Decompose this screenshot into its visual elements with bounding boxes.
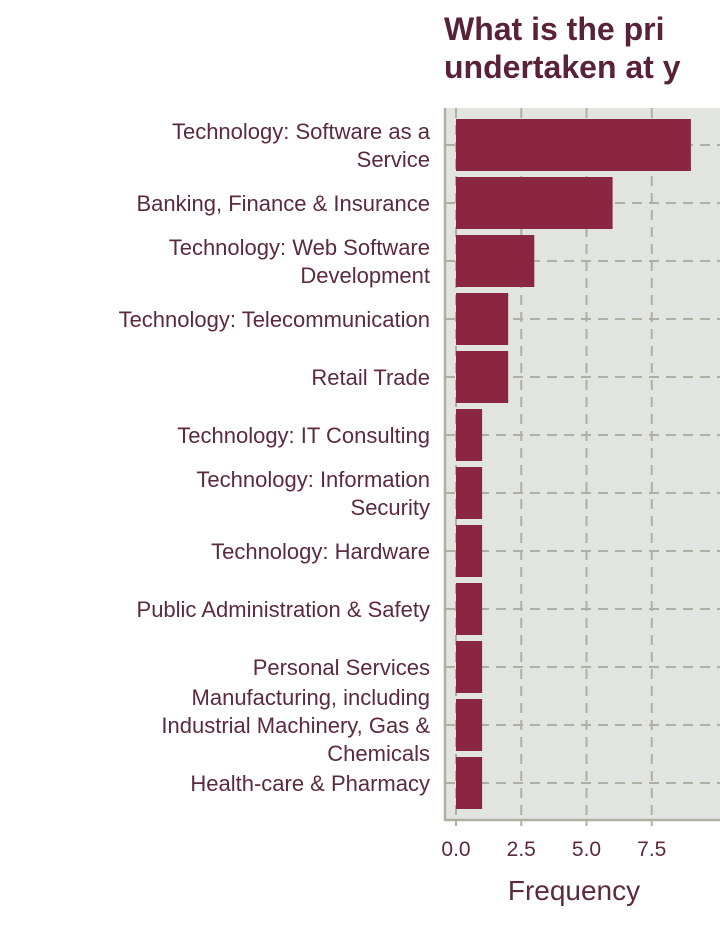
category-label: Technology: Hardware (211, 539, 430, 564)
category-label: Technology: Software as a Service (172, 119, 431, 172)
category-label: Technology: Web Software Development (169, 235, 430, 288)
bar (456, 583, 483, 635)
bar (456, 525, 483, 577)
category-label: Banking, Finance & Insurance (136, 191, 430, 216)
category-label: Manufacturing, including Industrial Machi… (161, 685, 430, 766)
bar (456, 351, 509, 403)
x-tick-label: 7.5 (637, 838, 666, 861)
bar (456, 119, 691, 171)
category-label: Public Administration & Safety (137, 597, 430, 622)
category-label-line: Personal Services (253, 655, 430, 680)
x-tick-label: 5.0 (572, 838, 601, 861)
category-label: Personal Services (253, 655, 430, 680)
category-label-line: Manufacturing, including (192, 685, 430, 710)
bars (456, 119, 691, 809)
category-label: Technology: IT Consulting (177, 423, 430, 448)
category-label-line: Security (351, 495, 430, 520)
bar (456, 757, 483, 809)
category-label-line: Chemicals (327, 741, 430, 766)
category-label-line: Industrial Machinery, Gas & (161, 713, 430, 738)
category-label: Technology: Information Security (196, 467, 430, 520)
category-label-line: Technology: Hardware (211, 539, 430, 564)
category-label-line: Banking, Finance & Insurance (136, 191, 430, 216)
x-tick-label: 0.0 (441, 838, 470, 861)
x-axis-title: Frequency (508, 875, 640, 906)
chart-title-line: What is the pri (444, 11, 664, 47)
category-label-line: Public Administration & Safety (137, 597, 430, 622)
bar (456, 699, 483, 751)
chart-title-line: undertaken at y (444, 49, 681, 85)
category-labels: Technology: Software as a Service Banking,… (119, 119, 431, 796)
bar (456, 409, 483, 461)
category-label-line: Technology: IT Consulting (177, 423, 430, 448)
bar (456, 467, 483, 519)
category-label-line: Service (357, 147, 430, 172)
bar (456, 177, 613, 229)
category-label-line: Technology: Telecommunication (119, 307, 430, 332)
category-label-line: Technology: Software as a (172, 119, 431, 144)
bar (456, 293, 509, 345)
category-label-line: Technology: Web Software (169, 235, 430, 260)
category-label-line: Development (300, 263, 430, 288)
category-label-line: Technology: Information (196, 467, 430, 492)
category-label-line: Health-care & Pharmacy (190, 771, 430, 796)
axes (443, 108, 720, 826)
x-tick-label: 2.5 (507, 838, 536, 861)
category-label: Retail Trade (311, 365, 430, 390)
bar (456, 641, 483, 693)
bar (456, 235, 535, 287)
chart-title: What is the pri undertaken at y (444, 11, 681, 85)
category-label: Health-care & Pharmacy (190, 771, 430, 796)
category-label: Technology: Telecommunication (119, 307, 430, 332)
category-label-line: Retail Trade (311, 365, 430, 390)
x-tick-labels: 0.0 2.5 5.0 7.5 (441, 838, 666, 861)
